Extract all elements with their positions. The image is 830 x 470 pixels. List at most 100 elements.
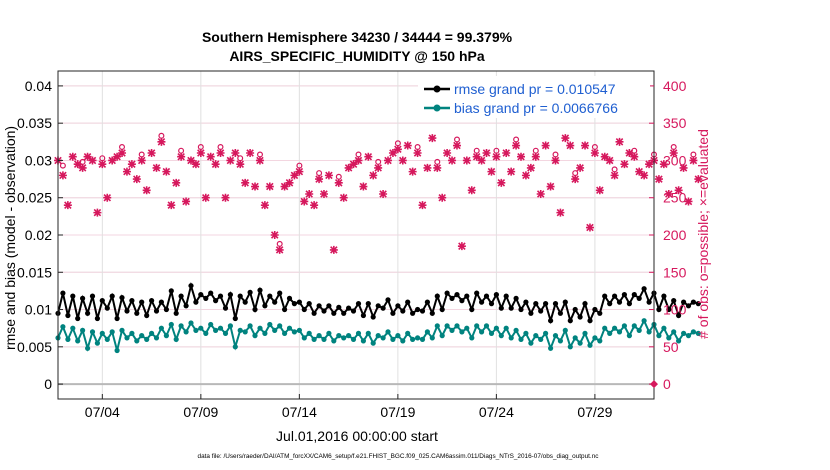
rmse-point — [272, 299, 278, 305]
rmse-point — [282, 306, 288, 313]
obs-evaluated-mark — [108, 156, 117, 165]
bias-point — [661, 325, 667, 331]
bias-point — [163, 333, 169, 339]
rmse-point — [469, 306, 475, 313]
obs-evaluated-mark — [492, 152, 501, 161]
rmse-point — [163, 306, 169, 313]
bias-point — [109, 329, 115, 335]
obs-possible-mark — [631, 147, 638, 154]
rmse-point — [690, 299, 697, 305]
rmse-point — [503, 293, 509, 299]
bias-point — [493, 325, 499, 331]
rmse-point — [277, 290, 283, 296]
bias-point — [390, 336, 396, 342]
obs-evaluated-mark — [467, 186, 476, 195]
obs-evaluated-mark — [142, 186, 151, 195]
obs-evaluated-mark — [581, 141, 590, 150]
obs-possible-mark — [394, 140, 401, 147]
rmse-point — [621, 292, 628, 298]
rmse-point — [134, 310, 140, 316]
y-tick-label-left: 0.035 — [17, 115, 52, 131]
bias-point — [543, 330, 549, 336]
rmse-point — [291, 301, 297, 307]
bias-point — [227, 323, 233, 329]
obs-possible-mark — [572, 170, 579, 177]
bias-point — [395, 333, 401, 339]
obs-possible-mark — [257, 151, 264, 158]
y-tick-label-left: 0.03 — [25, 152, 52, 168]
obs-evaluated-mark — [423, 163, 432, 172]
rmse-point — [661, 293, 667, 299]
bias-point — [282, 330, 288, 336]
obs-evaluated-mark — [285, 178, 294, 187]
bias-point — [557, 338, 564, 344]
bias-point — [286, 325, 293, 331]
rmse-point — [444, 290, 450, 296]
obs-evaluated-mark — [487, 167, 496, 176]
bias-point — [213, 327, 219, 333]
obs-evaluated-mark — [605, 156, 614, 165]
bias-point — [656, 333, 662, 339]
obs-evaluated-mark — [398, 156, 407, 165]
bias-point — [498, 333, 504, 339]
legend-bias-label: bias grand pr = 0.0066766 — [454, 100, 618, 116]
rmse-point — [424, 299, 430, 305]
obs-evaluated-mark — [58, 171, 67, 180]
obs-evaluated-mark — [118, 149, 127, 157]
bias-point — [139, 333, 145, 339]
bias-point — [237, 327, 243, 333]
bias-point — [676, 338, 682, 344]
bias-point — [217, 325, 224, 331]
bias-point — [198, 325, 204, 331]
obs-evaluated-mark — [324, 171, 333, 180]
obs-possible-mark — [217, 144, 224, 151]
bias-point — [341, 335, 347, 341]
bias-point — [483, 323, 490, 329]
obs-evaluated-mark — [241, 178, 250, 187]
bias-point — [277, 323, 283, 329]
bias-point — [321, 336, 327, 342]
bias-point — [301, 335, 307, 341]
bias-point — [114, 347, 120, 354]
bias-point — [75, 338, 81, 344]
obs-evaluated-mark — [83, 152, 92, 161]
rmse-point — [331, 310, 337, 316]
bias-point — [129, 330, 135, 336]
y-tick-label-left: 0.005 — [17, 339, 52, 355]
bias-point — [183, 329, 189, 335]
obs-possible-mark — [591, 144, 598, 151]
obs-possible-mark — [532, 147, 539, 154]
rmse-point — [85, 310, 91, 316]
obs-evaluated-mark — [103, 193, 112, 202]
bias-point — [508, 335, 514, 341]
obs-evaluated-mark — [93, 208, 102, 217]
rmse-point — [365, 301, 371, 307]
rmse-point — [124, 308, 130, 314]
series-bias — [55, 318, 701, 354]
obs-evaluated-mark — [428, 134, 437, 143]
obs-evaluated-mark — [211, 160, 220, 169]
bias-point — [602, 325, 608, 331]
obs-evaluated-mark — [546, 182, 555, 191]
bias-point — [552, 333, 559, 339]
bias-point — [518, 336, 524, 342]
rmse-point — [567, 318, 573, 324]
rmse-point — [479, 299, 485, 305]
bias-point — [626, 333, 633, 339]
bias-point — [80, 327, 86, 333]
rmse-point — [434, 293, 440, 299]
rmse-point — [415, 306, 421, 313]
obs-evaluated-mark — [561, 134, 570, 143]
obs-evaluated-mark — [497, 178, 506, 187]
obs-evaluated-mark — [226, 156, 235, 165]
obs-evaluated-mark — [630, 152, 639, 161]
bias-point — [562, 327, 568, 333]
data-file-footer: data file: /Users/raeder/DAI/ATM_forcXX/… — [198, 453, 600, 460]
bias-point — [149, 330, 155, 336]
rmse-point — [636, 295, 642, 301]
obs-evaluated-mark — [566, 141, 575, 150]
bias-point — [336, 333, 342, 339]
bias-point — [370, 340, 376, 346]
obs-possible-mark — [690, 151, 697, 158]
bias-point — [666, 335, 672, 341]
